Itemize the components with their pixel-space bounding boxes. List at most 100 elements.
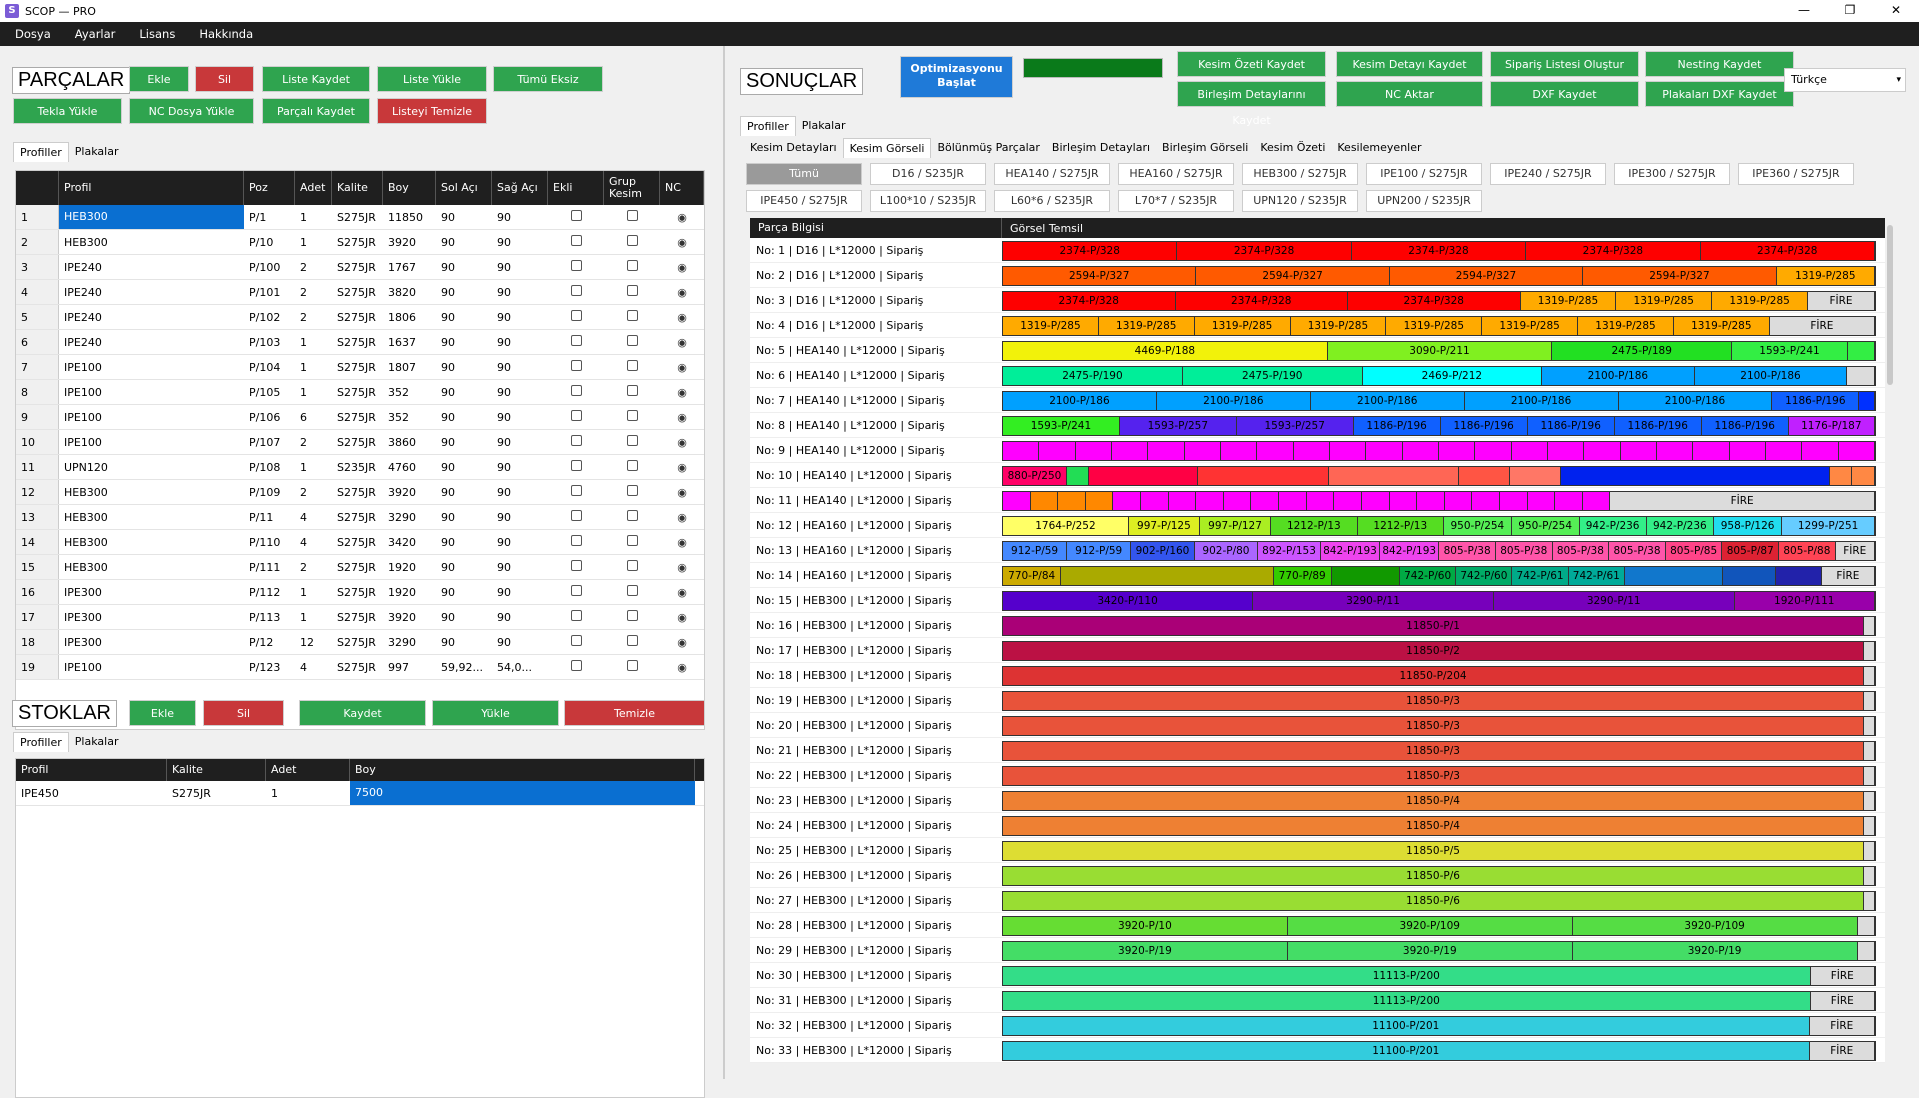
cut-segment[interactable]	[1058, 492, 1086, 510]
partial-save-button[interactable]: Parçalı Kaydet	[262, 98, 370, 124]
cut-segment[interactable]: 805-P/38	[1495, 542, 1553, 560]
joint-details-save-button[interactable]: Birleşim Detaylarını Kaydet	[1177, 81, 1326, 127]
cut-segment[interactable]: 2100-P/186	[1542, 367, 1695, 385]
col-boy[interactable]: Boy	[383, 171, 436, 205]
cut-segment[interactable]: 3920-P/109	[1572, 917, 1858, 935]
result-row[interactable]: No: 4 | D16 | L*12000 | Sipariş 1319-P/28…	[750, 313, 1885, 338]
result-row[interactable]: No: 6 | HEA140 | L*12000 | Sipariş 2475-P…	[750, 363, 1885, 388]
cut-segment[interactable]	[1765, 442, 1803, 460]
grup-kesim-checkbox[interactable]	[626, 285, 638, 296]
grup-kesim-checkbox[interactable]	[626, 460, 638, 471]
cut-segment[interactable]	[1197, 467, 1329, 485]
cut-segment[interactable]	[1838, 442, 1875, 460]
cut-segment[interactable]	[1864, 842, 1875, 860]
cut-segment[interactable]: 1593-P/241	[1732, 342, 1848, 360]
cut-segment[interactable]: 11850-P/3	[1003, 717, 1865, 735]
cut-segment[interactable]	[1510, 467, 1562, 485]
tab-split-parts[interactable]: Bölünmüş Parçalar	[931, 138, 1046, 158]
plates-dxf-save-button[interactable]: Plakaları DXF Kaydet	[1645, 81, 1794, 107]
cut-segment[interactable]: 3920-P/19	[1572, 942, 1858, 960]
cut-segment[interactable]: 912-P/59	[1067, 542, 1132, 560]
table-row[interactable]: 4 IPE240 P/101 2 S275JR 3820 90 90 ◉	[16, 280, 704, 305]
ekli-checkbox[interactable]	[570, 585, 582, 596]
cut-segment[interactable]: 2475-P/190	[1182, 367, 1363, 385]
cut-segment[interactable]: 1186-P/196	[1440, 417, 1528, 435]
stocks-load-button[interactable]: Yükle	[432, 700, 559, 726]
cut-segment[interactable]: 3290-P/11	[1253, 592, 1494, 610]
grup-kesim-checkbox[interactable]	[626, 610, 638, 621]
result-row[interactable]: No: 25 | HEB300 | L*12000 | Sipariş 11850…	[750, 838, 1885, 863]
cut-segment[interactable]: 805-P/88	[1779, 542, 1836, 560]
cut-segment[interactable]	[1113, 492, 1142, 510]
nc-file-load-button[interactable]: NC Dosya Yükle	[129, 98, 254, 124]
eye-icon[interactable]: ◉	[677, 210, 687, 224]
eye-icon[interactable]: ◉	[677, 535, 687, 549]
cut-segment[interactable]: 2594-P/327	[1196, 267, 1390, 285]
ekli-checkbox[interactable]	[570, 335, 582, 346]
cut-segment[interactable]	[1279, 492, 1307, 510]
ekli-checkbox[interactable]	[570, 385, 582, 396]
cut-summary-save-button[interactable]: Kesim Özeti Kaydet	[1177, 51, 1326, 77]
cut-segment[interactable]: 11850-P/204	[1003, 667, 1865, 685]
table-row[interactable]: 9 IPE100 P/106 6 S275JR 352 90 90 ◉	[16, 405, 704, 430]
cut-segment[interactable]: 2475-P/189	[1552, 342, 1733, 360]
cut-segment[interactable]: 11850-P/3	[1003, 742, 1865, 760]
cut-segment[interactable]: 2374-P/328	[1526, 242, 1701, 260]
ekli-checkbox[interactable]	[570, 610, 582, 621]
cut-segment[interactable]: 902-P/160	[1131, 542, 1195, 560]
cut-segment[interactable]	[1620, 442, 1657, 460]
cut-segment[interactable]: 1593-P/241	[1003, 417, 1120, 435]
cut-segment[interactable]: 842-P/193	[1320, 542, 1381, 560]
col-stock-adet[interactable]: Adet	[266, 759, 350, 781]
close-button[interactable]: ✕	[1890, 3, 1902, 17]
result-row[interactable]: No: 12 | HEA160 | L*12000 | Sipariş 1764-…	[750, 513, 1885, 538]
ekli-checkbox[interactable]	[570, 260, 582, 271]
tab-results-plates[interactable]: Plakalar	[795, 116, 852, 136]
cut-segment[interactable]	[1693, 442, 1730, 460]
cut-segment[interactable]	[1475, 442, 1512, 460]
table-row[interactable]: 13 HEB300 P/11 4 S275JR 3290 90 90 ◉	[16, 505, 704, 530]
filter-button[interactable]: Tümü	[746, 163, 862, 185]
table-row[interactable]: 5 IPE240 P/102 2 S275JR 1806 90 90 ◉	[16, 305, 704, 330]
filter-button[interactable]: IPE300 / S275JR	[1614, 163, 1730, 185]
result-row[interactable]: No: 17 | HEB300 | L*12000 | Sipariş 11850…	[750, 638, 1885, 663]
cut-segment[interactable]	[1864, 617, 1875, 635]
menu-hakkinda[interactable]: Hakkında	[199, 27, 254, 41]
cut-segment[interactable]: 1319-P/285	[1482, 317, 1579, 335]
cut-segment[interactable]	[1864, 767, 1875, 785]
ekli-checkbox[interactable]	[570, 485, 582, 496]
cut-segment[interactable]: 11850-P/4	[1003, 792, 1865, 810]
cut-segment[interactable]	[1864, 742, 1875, 760]
cut-segment[interactable]: 805-P/85	[1665, 542, 1723, 560]
cut-segment[interactable]	[1168, 492, 1197, 510]
cut-segment[interactable]: 2594-P/327	[1389, 267, 1584, 285]
result-row[interactable]: No: 27 | HEB300 | L*12000 | Sipariş 11850…	[750, 888, 1885, 913]
tab-stocks-plates[interactable]: Plakalar	[68, 732, 125, 752]
table-row[interactable]: 15 HEB300 P/111 2 S275JR 1920 90 90 ◉	[16, 555, 704, 580]
minimize-button[interactable]: —	[1798, 3, 1810, 17]
grup-kesim-checkbox[interactable]	[626, 210, 638, 221]
cut-segment[interactable]	[1847, 367, 1875, 385]
col-sol-aci[interactable]: Sol Açı	[436, 171, 492, 205]
nc-export-button[interactable]: NC Aktar	[1336, 81, 1483, 107]
tab-parts-profiles[interactable]: Profiller	[13, 142, 69, 162]
cut-segment[interactable]: 3290-P/11	[1493, 592, 1735, 610]
result-row[interactable]: No: 5 | HEA140 | L*12000 | Sipariş 4469-P…	[750, 338, 1885, 363]
eye-icon[interactable]: ◉	[677, 610, 687, 624]
waste-segment[interactable]: FİRE	[1810, 992, 1875, 1010]
result-row[interactable]: No: 23 | HEB300 | L*12000 | Sipariş 11850…	[750, 788, 1885, 813]
cut-segment[interactable]: 1186-P/196	[1701, 417, 1789, 435]
cut-segment[interactable]: 770-P/84	[1003, 567, 1062, 585]
ekli-checkbox[interactable]	[570, 360, 582, 371]
cut-segment[interactable]: 1319-P/285	[1098, 317, 1195, 335]
cut-segment[interactable]	[1257, 442, 1294, 460]
eye-icon[interactable]: ◉	[677, 285, 687, 299]
cut-segment[interactable]	[1857, 942, 1875, 960]
cut-segment[interactable]: 1186-P/196	[1353, 417, 1441, 435]
all-uncut-button[interactable]: Tümü Eksiz	[493, 66, 603, 92]
waste-segment[interactable]: FİRE	[1610, 492, 1875, 510]
cut-segment[interactable]	[1851, 467, 1875, 485]
cut-segment[interactable]	[1331, 567, 1401, 585]
result-row[interactable]: No: 18 | HEB300 | L*12000 | Sipariş 11850…	[750, 663, 1885, 688]
table-row[interactable]: 10 IPE100 P/107 2 S275JR 3860 90 90 ◉	[16, 430, 704, 455]
